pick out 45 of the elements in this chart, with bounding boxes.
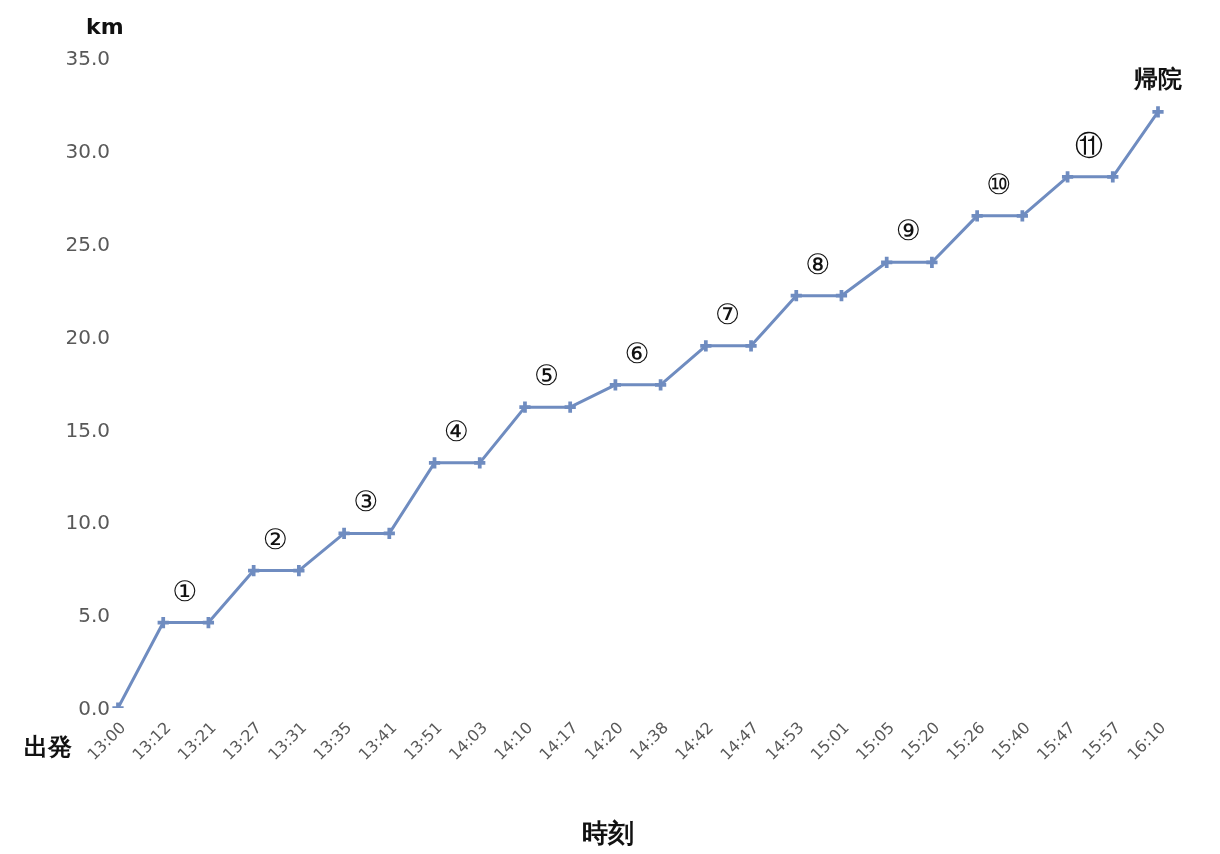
point [926,256,938,268]
annotation: 出発 [24,733,72,761]
point [474,457,486,469]
point [293,564,305,577]
annotation: ⑨ [895,214,921,248]
y-axis-title: km [86,14,124,39]
point [1016,210,1028,222]
y-tick-label: 20.0 [65,324,110,349]
annotation: 帰院 [1133,64,1182,93]
y-tick-label: 30.0 [65,138,110,163]
point [428,457,441,469]
annotation: ⑪ [1075,128,1104,162]
point [338,527,350,540]
point [881,256,893,268]
y-tick-label: 0.0 [78,696,110,721]
point [609,379,621,391]
annotation: ⑧ [805,247,831,281]
y-tick-label: 10.0 [65,510,110,535]
annotation: ⑦ [714,297,741,331]
y-tick-label: 15.0 [65,417,110,442]
point [157,616,169,629]
point [655,379,667,391]
annotation: ⑥ [624,336,650,370]
y-tick-label: 25.0 [65,231,110,256]
annotation: ⑩ [986,167,1012,201]
annotation: ⑤ [534,359,560,393]
point [519,401,531,413]
annotation: ③ [353,485,379,519]
point [383,527,395,540]
point [835,290,848,302]
point [1061,171,1074,183]
annotation: ② [262,522,288,556]
point [745,340,757,352]
point [790,290,802,302]
y-tick-label: 5.0 [78,603,110,628]
point [564,401,576,413]
annotation: ① [172,574,198,608]
point [971,210,983,222]
point [700,340,712,352]
point [1152,106,1164,118]
annotation: ④ [443,414,469,448]
x-axis-title: 時刻 [581,817,635,850]
point [248,564,260,577]
point [1107,171,1119,183]
y-tick-label: 35.0 [65,46,110,71]
